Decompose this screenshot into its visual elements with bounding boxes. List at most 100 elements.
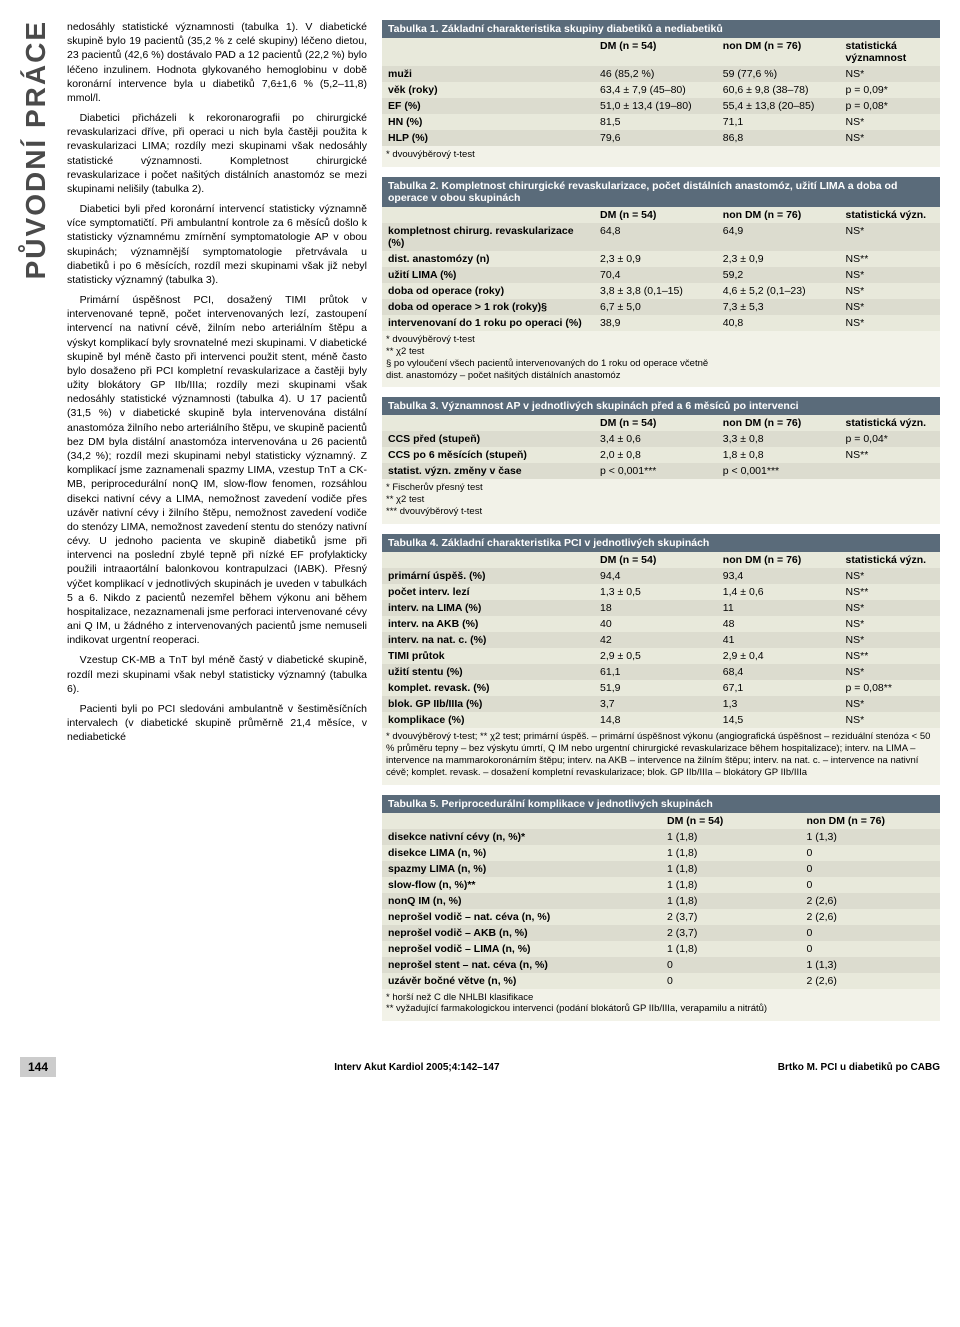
table-cell: 2 (3,7)	[661, 909, 801, 925]
table-cell: 38,9	[594, 315, 717, 331]
table-row: muži46 (85,2 %)59 (77,6 %)NS*	[382, 66, 940, 82]
table-cell: NS**	[840, 648, 940, 664]
table-cell: 0	[801, 925, 941, 941]
table-cell: nonQ IM (n, %)	[382, 893, 661, 909]
table-cell: 2 (2,6)	[801, 893, 941, 909]
table-cell: 1 (1,8)	[661, 829, 801, 845]
table-row: interv. na AKB (%)4048NS*	[382, 616, 940, 632]
footer-citation: Interv Akut Kardiol 2005;4:142–147	[334, 1062, 499, 1073]
table-row: intervenovaní do 1 roku po operaci (%)38…	[382, 315, 940, 331]
table-row: dist. anastomózy (n)2,3 ± 0,92,3 ± 0,9NS…	[382, 251, 940, 267]
table-row: užití stentu (%)61,168,4NS*	[382, 664, 940, 680]
table-cell: NS*	[840, 299, 940, 315]
table-cell: NS*	[840, 66, 940, 82]
table-cell: p < 0,001***	[717, 463, 840, 479]
table-row: kompletnost chirurg. revaskularizace (%)…	[382, 223, 940, 251]
table-cell: 81,5	[594, 114, 717, 130]
table-cell: NS**	[840, 447, 940, 463]
table-cell: NS*	[840, 315, 940, 331]
table-cell: neprošel vodič – LIMA (n, %)	[382, 941, 661, 957]
table-cell: 71,1	[717, 114, 840, 130]
table-cell: 61,1	[594, 664, 717, 680]
table-cell: p = 0,08**	[840, 680, 940, 696]
table-cell: NS*	[840, 600, 940, 616]
body-paragraph: Primární úspěšnost PCI, dosažený TIMI pr…	[67, 293, 367, 647]
table-cell: interv. na LIMA (%)	[382, 600, 594, 616]
table-cell: 14,5	[717, 712, 840, 728]
table-row: doba od operace (roky)3,8 ± 3,8 (0,1–15)…	[382, 283, 940, 299]
table-row: komplikace (%)14,814,5NS*	[382, 712, 940, 728]
table-footnote: * dvouvýběrový t-test; ** χ2 test; primá…	[382, 728, 940, 785]
tables-column: Tabulka 1. Základní charakteristika skup…	[382, 20, 940, 1031]
sidebar-section-label: PŮVODNÍ PRÁCE	[20, 20, 52, 289]
table-cell: 0	[661, 973, 801, 989]
table-cell: 4,6 ± 5,2 (0,1–23)	[717, 283, 840, 299]
table-cell: 79,6	[594, 130, 717, 146]
table-row: primární úspěš. (%)94,493,4NS*	[382, 568, 940, 584]
table-header-cell: statistická význ.	[840, 207, 940, 223]
page-number: 144	[20, 1057, 56, 1077]
table-cell: 1,4 ± 0,6	[717, 584, 840, 600]
table-cell: 0	[661, 957, 801, 973]
table-header-cell: non DM (n = 76)	[717, 38, 840, 66]
table-row: spazmy LIMA (n, %)1 (1,8)0	[382, 861, 940, 877]
table-cell: NS*	[840, 130, 940, 146]
table-cell: 46 (85,2 %)	[594, 66, 717, 82]
table-row: doba od operace > 1 rok (roky)§6,7 ± 5,0…	[382, 299, 940, 315]
table-cell: muži	[382, 66, 594, 82]
table-cell: interv. na AKB (%)	[382, 616, 594, 632]
table-title: Tabulka 3. Významnost AP v jednotlivých …	[382, 397, 940, 415]
table-header-cell: statistická význ.	[840, 552, 940, 568]
table-cell: NS*	[840, 632, 940, 648]
data-table: DM (n = 54)non DM (n = 76)statistická vý…	[382, 415, 940, 479]
table-cell: 40	[594, 616, 717, 632]
table-cell: NS*	[840, 114, 940, 130]
table-cell: 3,4 ± 0,6	[594, 431, 717, 447]
footer-article-title: Brtko M. PCI u diabetiků po CABG	[778, 1062, 940, 1073]
table-cell: neprošel vodič – AKB (n, %)	[382, 925, 661, 941]
table-cell: 94,4	[594, 568, 717, 584]
table-cell: NS*	[840, 283, 940, 299]
table-cell: 64,9	[717, 223, 840, 251]
table-cell: 51,9	[594, 680, 717, 696]
table-cell: 70,4	[594, 267, 717, 283]
table-cell: NS*	[840, 712, 940, 728]
table-cell: 1 (1,8)	[661, 877, 801, 893]
table-header-cell: non DM (n = 76)	[717, 207, 840, 223]
table-cell: 0	[801, 941, 941, 957]
table-row: neprošel vodič – nat. céva (n, %)2 (3,7)…	[382, 909, 940, 925]
table-cell: kompletnost chirurg. revaskularizace (%)	[382, 223, 594, 251]
table-title: Tabulka 5. Periprocedurální komplikace v…	[382, 795, 940, 813]
table-cell: 55,4 ± 13,8 (20–85)	[717, 98, 840, 114]
table-footnote: * dvouvýběrový t-test ** χ2 test § po vy…	[382, 331, 940, 388]
table-row: disekce LIMA (n, %)1 (1,8)0	[382, 845, 940, 861]
body-paragraph: Diabetici přicházeli k rekoronarografii …	[67, 111, 367, 196]
data-table: DM (n = 54)non DM (n = 76)disekce nativn…	[382, 813, 940, 989]
table-header-cell	[382, 552, 594, 568]
table-cell: 2,0 ± 0,8	[594, 447, 717, 463]
table-cell: p = 0,09*	[840, 82, 940, 98]
table-cell: NS*	[840, 696, 940, 712]
table-cell: spazmy LIMA (n, %)	[382, 861, 661, 877]
table-cell: 1,3	[717, 696, 840, 712]
table-row: věk (roky)63,4 ± 7,9 (45–80)60,6 ± 9,8 (…	[382, 82, 940, 98]
body-paragraph: Vzestup CK-MB a TnT byl méně častý v dia…	[67, 653, 367, 696]
table-wrap: Tabulka 1. Základní charakteristika skup…	[382, 20, 940, 167]
table-cell: 3,3 ± 0,8	[717, 431, 840, 447]
table-cell: 2 (2,6)	[801, 909, 941, 925]
table-cell	[840, 463, 940, 479]
table-header-cell: statistická význ.	[840, 415, 940, 431]
table-cell: 2,9 ± 0,4	[717, 648, 840, 664]
table-row: interv. na nat. c. (%)4241NS*	[382, 632, 940, 648]
table-cell: dist. anastomózy (n)	[382, 251, 594, 267]
table-cell: NS*	[840, 267, 940, 283]
table-cell: 1 (1,8)	[661, 861, 801, 877]
table-cell: uzávěr bočné větve (n, %)	[382, 973, 661, 989]
table-cell: 1 (1,8)	[661, 845, 801, 861]
table-cell: NS*	[840, 664, 940, 680]
table-cell: interv. na nat. c. (%)	[382, 632, 594, 648]
table-row: CCS po 6 měsících (stupeň)2,0 ± 0,81,8 ±…	[382, 447, 940, 463]
table-cell: neprošel vodič – nat. céva (n, %)	[382, 909, 661, 925]
table-cell: komplet. revask. (%)	[382, 680, 594, 696]
table-cell: disekce LIMA (n, %)	[382, 845, 661, 861]
